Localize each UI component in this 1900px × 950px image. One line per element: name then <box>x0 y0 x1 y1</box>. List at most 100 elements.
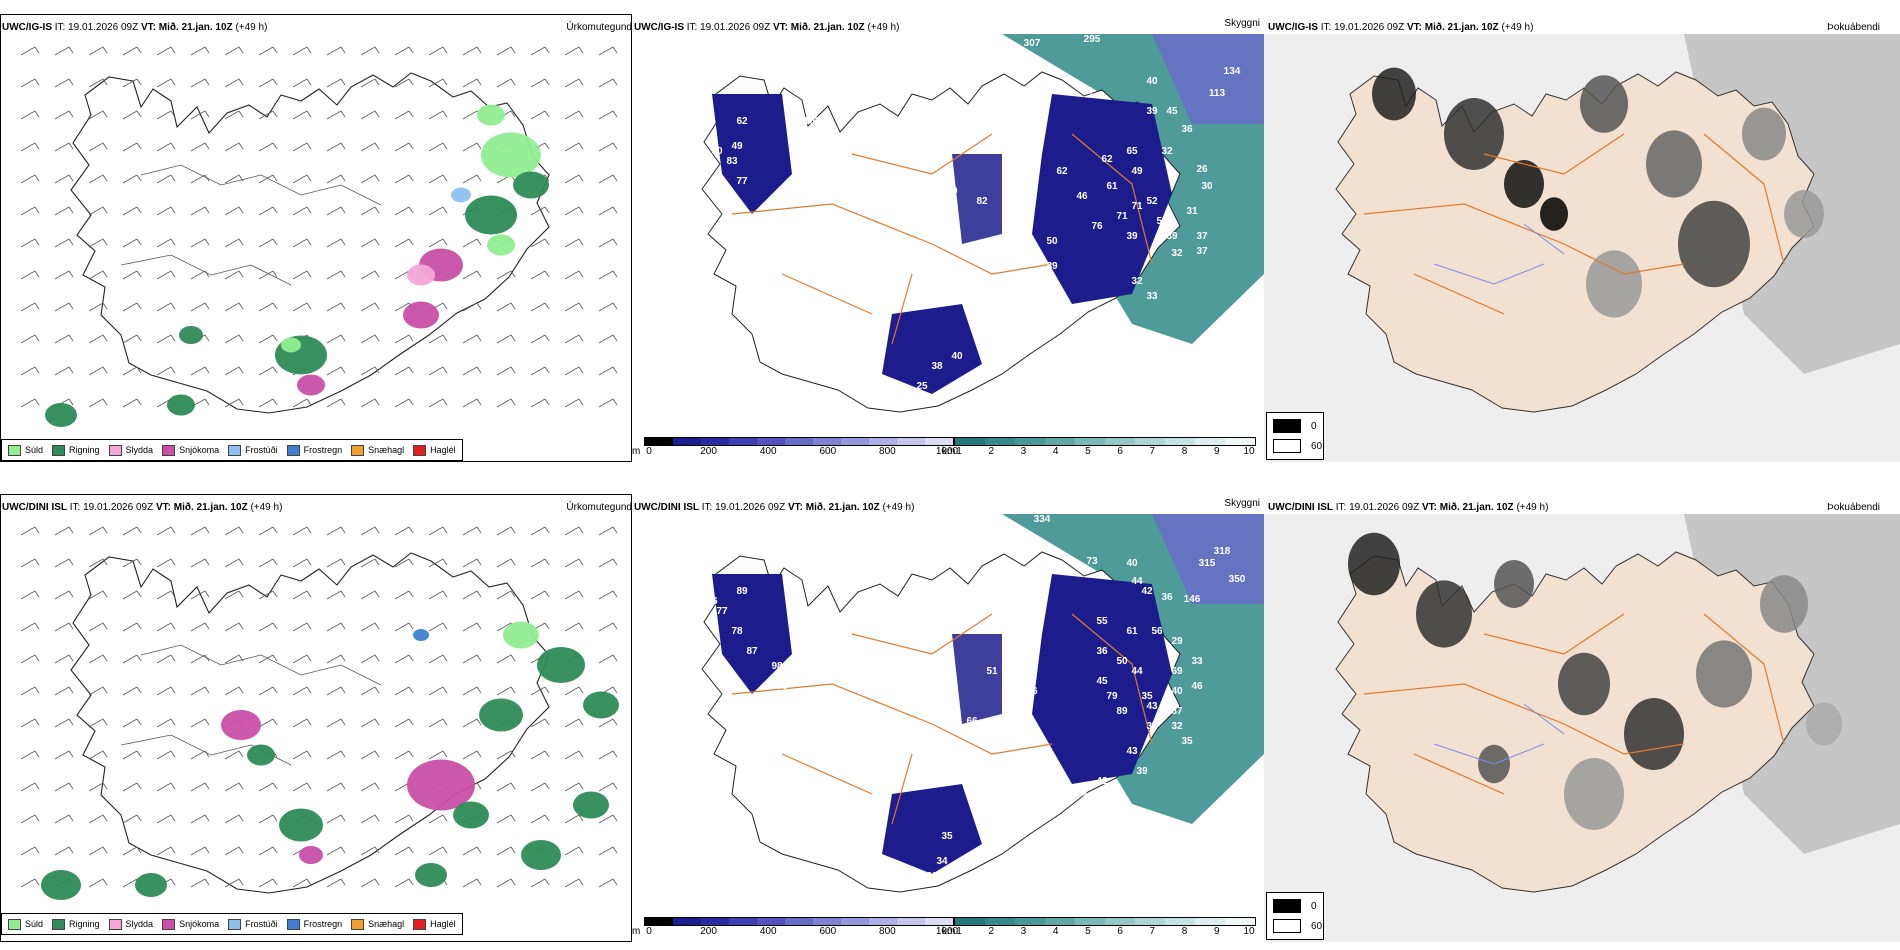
colorbar-cell <box>1225 438 1255 445</box>
fog-key-swatch <box>1273 899 1301 913</box>
vt-label: VT: <box>140 22 156 33</box>
visibility-value-label: 307 <box>1024 38 1041 49</box>
fog-index-key: 0 60 <box>1266 412 1324 460</box>
visibility-value-label: 37 <box>1196 246 1208 257</box>
colorbar-tick: 400 <box>759 926 777 937</box>
visibility-value-label: 76 <box>706 596 718 607</box>
legend-swatch <box>108 444 122 456</box>
colorbar-tick: 7 <box>1149 926 1156 937</box>
visibility-value-label: 89 <box>736 586 748 597</box>
it-label: IT: <box>54 22 66 33</box>
colorbar-cell <box>757 918 785 925</box>
colorbar-tick: 0 <box>646 926 652 937</box>
legend-swatch <box>8 444 21 456</box>
visibility-value-label: 36 <box>1161 592 1173 603</box>
legend-swatch <box>162 918 176 930</box>
visibility-value-label: 26 <box>1196 164 1208 175</box>
colorbar-tick: 6 <box>1117 446 1123 457</box>
colorbar-cell <box>1135 438 1165 445</box>
lead-time: (+49 h) <box>1516 502 1549 513</box>
visibility-value-label: 59 <box>1156 216 1168 227</box>
visibility-value-label: 40 <box>1171 686 1183 697</box>
colorbar-tick: 4 <box>1052 446 1059 457</box>
model-name: UWC/DINI ISL <box>1268 502 1333 513</box>
visibility-value-label: 37 <box>1171 706 1183 717</box>
row2-panel1-header: UWC/DINI ISL IT: 19.01.2026 09Z VT: Mið.… <box>2 502 282 513</box>
visibility-value-label: 35 <box>941 831 953 842</box>
colorbar-tick: 9 <box>1213 446 1220 457</box>
precip-type-legend: Súld Rigning Slydda Snjókoma Frostúði Frostre… <box>1 913 463 935</box>
fog-key-label: 0 <box>1311 420 1317 432</box>
legend-label: Haglél <box>430 445 456 455</box>
colorbar-cell <box>1195 438 1225 445</box>
colorbar-cell <box>645 918 673 925</box>
legend-item: Súld <box>8 444 43 456</box>
visibility-value-label: 62 <box>1101 154 1113 165</box>
it-value: 19.01.2026 09Z <box>83 502 154 513</box>
colorbar-tick: 200 <box>700 446 717 457</box>
legend-label: Snæhagl <box>368 919 405 929</box>
legend-label: Rigning <box>69 919 100 929</box>
visibility-value-label: 35 <box>1086 331 1098 342</box>
visibility-value-label: 36 <box>1181 124 1193 135</box>
fog-key-row: 60 <box>1273 439 1322 453</box>
visibility-value-label: 49 <box>731 141 743 152</box>
visibility-value-label: 76 <box>1091 221 1103 232</box>
colorbar-cell <box>1225 918 1255 925</box>
visibility-value-label: 64 <box>996 836 1008 847</box>
colorbar-tick: 6 <box>1117 926 1123 937</box>
panel-title: Úrkomutegund <box>566 502 632 513</box>
colorbar-tick: 5 <box>1085 926 1091 937</box>
visibility-value-label: 146 <box>1184 594 1201 605</box>
colorbar-cell <box>813 438 841 445</box>
visibility-value-label: 103 <box>784 731 801 742</box>
colorbar-tick: 3 <box>1020 926 1027 937</box>
lead-time: (+49 h) <box>250 502 283 513</box>
fog-key-row: 60 <box>1273 919 1322 933</box>
colorbar-cell <box>673 438 701 445</box>
visibility-value-label: 43 <box>1126 746 1138 757</box>
visibility-value-label: 65 <box>756 721 768 732</box>
row1-panel2-header: UWC/IG-IS IT: 19.01.2026 09Z VT: Mið. 21… <box>634 22 899 33</box>
model-name: UWC/IG-IS <box>2 22 52 33</box>
colorbar-cell <box>955 438 985 445</box>
legend-label: Snjókoma <box>179 445 220 455</box>
it-value: 19.01.2026 09Z <box>68 22 139 33</box>
legend-item: Snæhagl <box>351 918 405 930</box>
visibility-value-label: 39 <box>1126 231 1138 242</box>
legend-label: Snæhagl <box>368 445 405 455</box>
visibility-value-label: 65 <box>1126 146 1138 157</box>
cloudbase-colorbar: m 0 200 400 600 800 1000 <box>632 917 958 937</box>
visibility-value-label: 36 <box>1096 646 1108 657</box>
cloudbase-colorbar-unit: m <box>632 926 641 937</box>
vt-value: Mið. 21.jan. 10Z <box>790 22 865 33</box>
model-name: UWC/DINI ISL <box>634 502 699 513</box>
colorbar-tick: 1 <box>956 446 962 457</box>
visibility-value-label: 83 <box>726 156 738 167</box>
colorbar-cell <box>985 918 1015 925</box>
visibility-value-label: 38 <box>931 361 943 372</box>
visibility-colorbar: km 1 2 3 4 5 6 7 8 9 10 <box>942 437 1266 457</box>
colorbar-tick: 10 <box>1243 446 1255 457</box>
visibility-colorbar-cells <box>954 437 1256 446</box>
visibility-value-label: 36 <box>1096 306 1108 317</box>
colorbar-cell <box>1165 918 1195 925</box>
colorbar-tick: 1000 <box>935 446 959 457</box>
visibility-value-label: 37 <box>1146 721 1158 732</box>
row1-panel1-header: UWC/IG-IS IT: 19.01.2026 09Z VT: Mið. 21… <box>2 22 267 33</box>
visibility-value-label: 33 <box>1146 291 1158 302</box>
visibility-value-label: 71 <box>1131 201 1143 212</box>
legend-label: Frostregn <box>303 919 343 929</box>
visibility-value-label: 38 <box>1026 326 1038 337</box>
colorbar-cell <box>729 918 757 925</box>
legend-swatch <box>351 918 365 930</box>
legend-item: Snjókoma <box>162 444 220 456</box>
visibility-value-label: 83 <box>1006 806 1018 817</box>
lead-time: (+49 h) <box>867 22 900 33</box>
vt-value: Mið. 21.jan. 10Z <box>173 502 248 513</box>
visibility-value-label: 73 <box>1086 556 1098 567</box>
legend-item: Haglél <box>413 444 456 456</box>
visibility-value-label: 134 <box>1224 66 1241 77</box>
